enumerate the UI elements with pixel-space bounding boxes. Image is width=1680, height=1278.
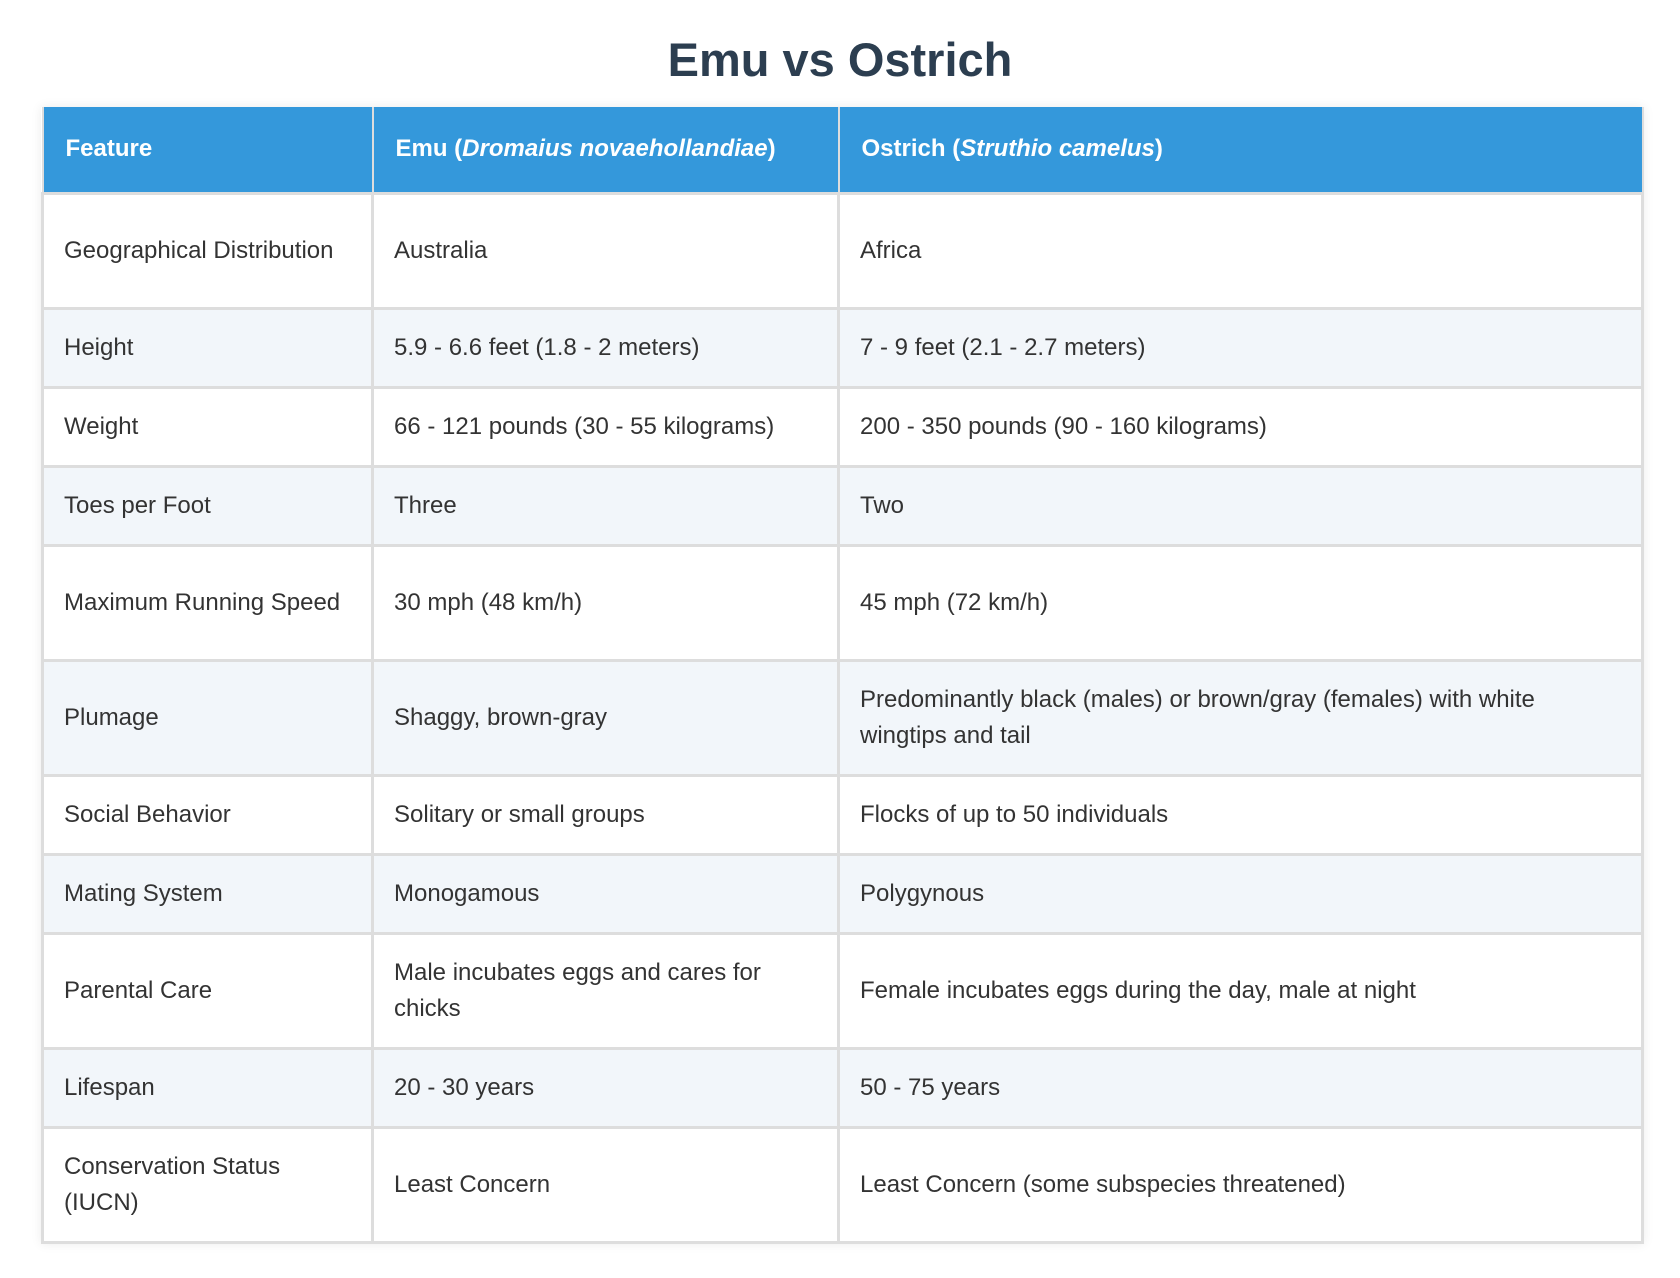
feature-cell: Maximum Running Speed <box>41 543 374 662</box>
table-row: Mating System Monogamous Polygynous <box>41 852 1644 935</box>
emu-cell: 66 - 121 pounds (30 - 55 kilograms) <box>371 385 840 468</box>
ostrich-cell: Africa <box>837 191 1644 310</box>
table-row: Height 5.9 - 6.6 feet (1.8 - 2 meters) 7… <box>41 306 1644 389</box>
table-row: Geographical Distribution Australia Afri… <box>41 191 1644 310</box>
table-row: Plumage Shaggy, brown-gray Predominantly… <box>41 658 1644 777</box>
comparison-table: Feature Emu (Dromaius novaehollandiae) O… <box>41 107 1644 1244</box>
ostrich-cell: Flocks of up to 50 individuals <box>837 773 1644 856</box>
feature-cell: Plumage <box>41 658 374 777</box>
feature-cell: Social Behavior <box>41 773 374 856</box>
table-row: Toes per Foot Three Two <box>41 464 1644 547</box>
table-row: Parental Care Male incubates eggs and ca… <box>41 931 1644 1050</box>
feature-cell: Weight <box>41 385 374 468</box>
feature-cell: Toes per Foot <box>41 464 374 547</box>
feature-cell: Conservation Status (IUCN) <box>41 1125 374 1244</box>
emu-cell: Least Concern <box>371 1125 840 1244</box>
feature-cell: Geographical Distribution <box>41 191 374 310</box>
feature-cell: Lifespan <box>41 1046 374 1129</box>
ostrich-cell: 200 - 350 pounds (90 - 160 kilograms) <box>837 385 1644 468</box>
emu-cell: Male incubates eggs and cares for chicks <box>371 931 840 1050</box>
emu-cell: Shaggy, brown-gray <box>371 658 840 777</box>
ostrich-cell: 45 mph (72 km/h) <box>837 543 1644 662</box>
table-row: Social Behavior Solitary or small groups… <box>41 773 1644 856</box>
emu-cell: Australia <box>371 191 840 310</box>
emu-cell: Solitary or small groups <box>371 773 840 856</box>
ostrich-cell: Female incubates eggs during the day, ma… <box>837 931 1644 1050</box>
feature-cell: Mating System <box>41 852 374 935</box>
header-feature: Feature <box>41 107 374 194</box>
ostrich-cell: Two <box>837 464 1644 547</box>
table-row: Weight 66 - 121 pounds (30 - 55 kilogram… <box>41 385 1644 468</box>
table-row: Maximum Running Speed 30 mph (48 km/h) 4… <box>41 543 1644 662</box>
ostrich-cell: 7 - 9 feet (2.1 - 2.7 meters) <box>837 306 1644 389</box>
ostrich-cell: 50 - 75 years <box>837 1046 1644 1129</box>
ostrich-cell: Polygynous <box>837 852 1644 935</box>
table-header-row: Feature Emu (Dromaius novaehollandiae) O… <box>41 107 1644 194</box>
emu-cell: 5.9 - 6.6 feet (1.8 - 2 meters) <box>371 306 840 389</box>
emu-cell: Three <box>371 464 840 547</box>
feature-cell: Parental Care <box>41 931 374 1050</box>
table-row: Conservation Status (IUCN) Least Concern… <box>41 1125 1644 1244</box>
table-row: Lifespan 20 - 30 years 50 - 75 years <box>41 1046 1644 1129</box>
comparison-table-container: Feature Emu (Dromaius novaehollandiae) O… <box>41 107 1644 1244</box>
header-ostrich: Ostrich (Struthio camelus) <box>837 107 1644 194</box>
feature-cell: Height <box>41 306 374 389</box>
emu-cell: Monogamous <box>371 852 840 935</box>
ostrich-cell: Predominantly black (males) or brown/gra… <box>837 658 1644 777</box>
header-emu: Emu (Dromaius novaehollandiae) <box>371 107 840 194</box>
page-title: Emu vs Ostrich <box>667 33 1013 86</box>
emu-cell: 20 - 30 years <box>371 1046 840 1129</box>
ostrich-cell: Least Concern (some subspecies threatene… <box>837 1125 1644 1244</box>
emu-cell: 30 mph (48 km/h) <box>371 543 840 662</box>
